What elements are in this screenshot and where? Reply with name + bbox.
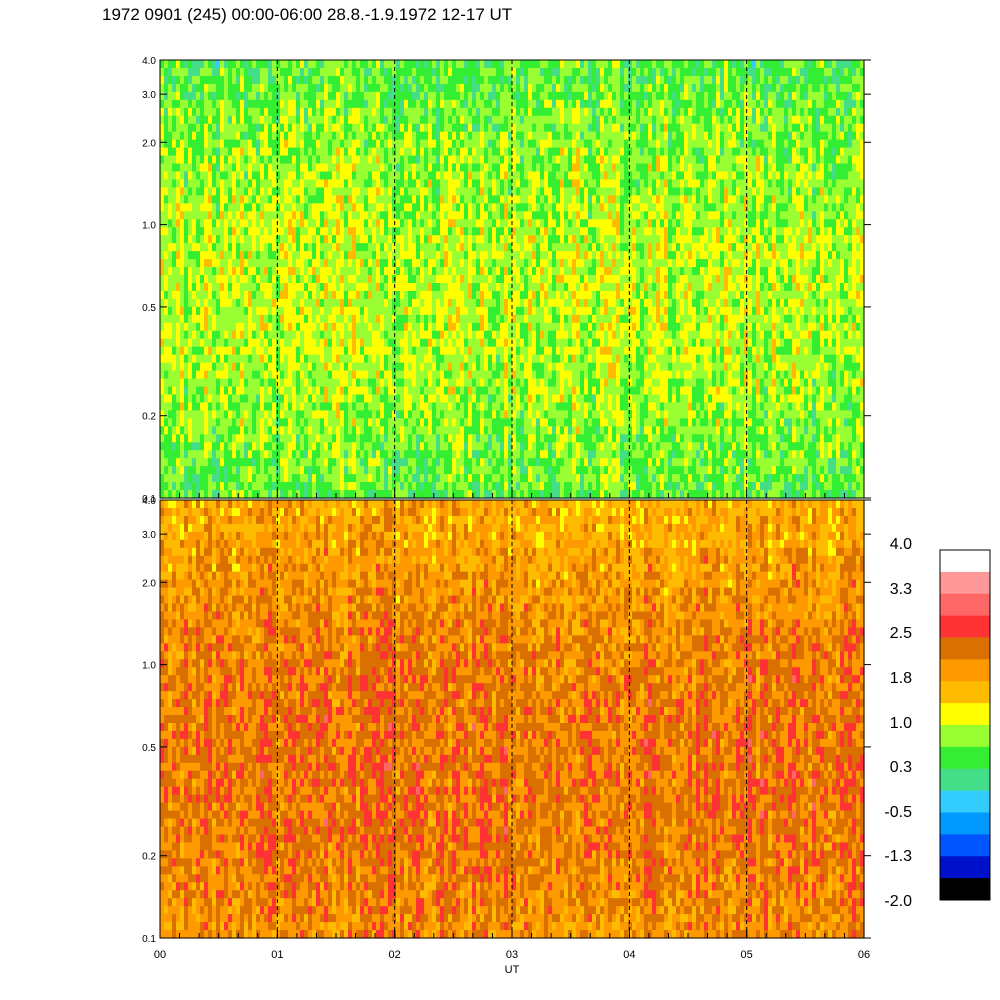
y-tick-label: 1.0 (142, 221, 156, 232)
y-tick-label: 2.0 (142, 138, 156, 149)
x-tick-label: 04 (623, 949, 635, 961)
colorbar-segment (940, 615, 990, 639)
y-tick-label: 0.2 (142, 412, 156, 423)
colorbar-segment (940, 812, 990, 835)
colorbar-label: 1.8 (889, 669, 912, 687)
x-tick-label: 03 (506, 949, 518, 961)
colorbar-label: -0.5 (884, 803, 912, 821)
colorbar-segment (940, 681, 990, 704)
colorbar-label: 1.0 (889, 714, 912, 732)
y-tick-label: 4.0 (142, 496, 156, 507)
colorbar-label: 3.3 (889, 580, 912, 598)
colorbar-segment (940, 878, 990, 901)
colorbar-segment (940, 790, 990, 814)
colorbar-segment (940, 637, 990, 660)
x-tick-label: 02 (389, 949, 401, 961)
colorbar-label: 2.5 (889, 625, 912, 643)
colorbar-frame (939, 549, 991, 901)
y-tick-label: 0.1 (142, 494, 156, 505)
x-tick-label: 06 (858, 949, 870, 961)
y-tick-label: 0.5 (142, 743, 156, 754)
colorbar-segment (940, 593, 990, 617)
y-tick-label: 1.0 (142, 661, 156, 672)
colorbar-segment (940, 725, 990, 748)
colorbar-segment (940, 768, 990, 792)
colorbar-segment (940, 571, 990, 595)
y-tick-label: 3.0 (142, 90, 156, 101)
x-tick-label: 01 (271, 949, 283, 961)
y-tick-label: 3.0 (142, 530, 156, 541)
hour-dashed-lines (276, 60, 748, 938)
colorbar-segment (940, 703, 990, 726)
x-tick-label: 05 (741, 949, 753, 961)
y-tick-label: 0.1 (142, 934, 156, 945)
colorbar-segment (940, 659, 990, 682)
top-panel-heatmap (160, 60, 865, 499)
y-tick-label: 2.0 (142, 578, 156, 589)
colorbar-segment (940, 834, 990, 857)
y-tick-label: 0.5 (142, 303, 156, 314)
colorbar-label: 4.0 (889, 536, 912, 553)
y-tick-label: 0.2 (142, 852, 156, 863)
y-tick-label: 4.0 (142, 56, 156, 67)
bottom-panel-heatmap (160, 500, 865, 939)
colorbar (939, 549, 991, 901)
colorbar-segment (940, 550, 990, 573)
chart-title: 1972 0901 (245) 00:00-06:00 28.8.-1.9.19… (102, 5, 513, 24)
colorbar-segment (940, 856, 990, 879)
colorbar-label: 0.3 (889, 759, 912, 777)
x-axis-label: UT (505, 964, 520, 976)
colorbar-segment (940, 746, 990, 770)
colorbar-label: -1.3 (884, 848, 912, 866)
colorbar-label: -2.0 (884, 893, 912, 910)
axis-ticks: 0.10.20.51.02.03.04.00.10.20.51.02.03.04… (142, 56, 871, 976)
x-tick-label: 00 (154, 949, 166, 961)
